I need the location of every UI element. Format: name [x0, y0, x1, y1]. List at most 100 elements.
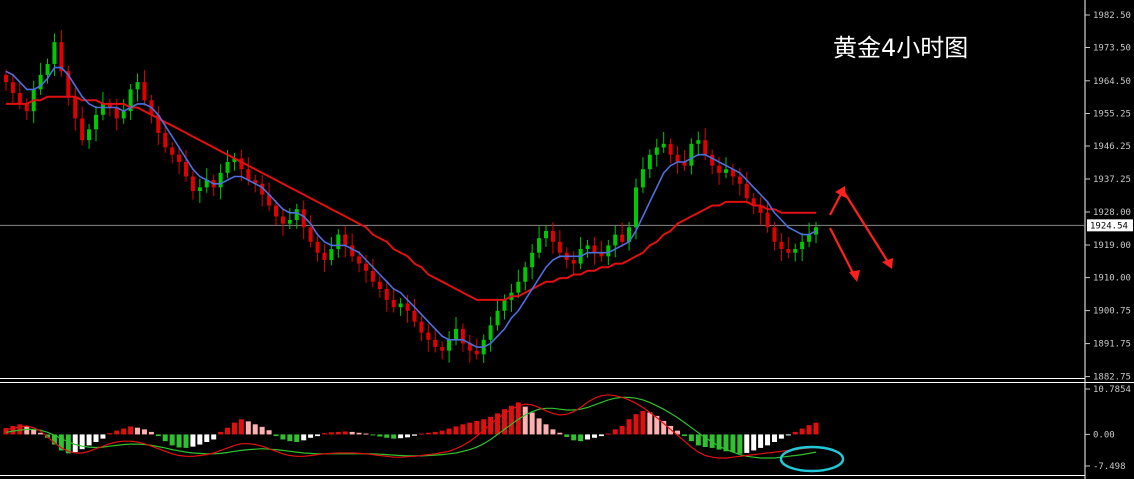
- candle-body: [121, 111, 126, 119]
- macd-histogram-bar: [723, 434, 729, 452]
- macd-histogram-bar: [702, 434, 708, 448]
- candle-body: [246, 169, 251, 181]
- macd-histogram-bar: [245, 421, 251, 435]
- candle-body: [530, 252, 535, 268]
- candle-body: [696, 140, 701, 144]
- macd-histogram-bar: [58, 434, 64, 451]
- macd-histogram-bar: [744, 434, 750, 453]
- candle-body: [405, 303, 410, 311]
- macd-histogram-bar: [751, 434, 757, 451]
- arrow-up-head: [835, 186, 846, 198]
- candle-body: [689, 143, 694, 166]
- candle-body: [592, 245, 597, 253]
- macd-histogram-bar: [799, 428, 805, 435]
- macd-histogram-bar: [467, 422, 473, 435]
- macd-histogram-bar: [238, 419, 244, 435]
- candle-body: [142, 82, 147, 101]
- price-tick-label: 1910.00: [1093, 274, 1131, 284]
- candle-body: [350, 245, 355, 257]
- macd-histogram-bar: [536, 418, 542, 435]
- macd-histogram-bar: [335, 431, 341, 435]
- candle-body: [225, 161, 230, 173]
- candle-body: [267, 194, 272, 206]
- macd-histogram-bar: [737, 434, 743, 454]
- macd-histogram-bar: [432, 431, 438, 435]
- arrow-down-leg-b: [829, 227, 855, 276]
- macd-histogram-bar: [294, 434, 300, 443]
- macd-histogram-bar: [522, 406, 528, 435]
- current-price-label: 1924.54: [1090, 221, 1128, 231]
- price-tick-label: 1973.50: [1093, 44, 1131, 54]
- macd-histogram-bar: [72, 434, 78, 453]
- candle-body: [717, 165, 722, 173]
- macd-histogram-bar: [529, 412, 535, 435]
- candle-body: [184, 161, 188, 177]
- macd-histogram-bar: [661, 420, 667, 435]
- candle-body: [100, 103, 105, 115]
- macd-histogram-bar: [612, 429, 618, 435]
- candle-body: [384, 288, 389, 300]
- macd-tick-label: -7.498: [1093, 462, 1126, 472]
- macd-tick-label: 0.00: [1093, 430, 1115, 440]
- candle-body: [4, 74, 8, 83]
- arrow-down-leg-a: [843, 191, 889, 263]
- macd-histogram-bar: [204, 434, 210, 443]
- candle-body: [474, 350, 479, 355]
- price-tick-label: 1937.25: [1093, 175, 1131, 185]
- ma-fast-line: [5, 66, 817, 348]
- candle-body: [377, 281, 382, 289]
- candle-body: [287, 220, 292, 224]
- candle-body: [544, 230, 548, 239]
- candle-body: [571, 259, 576, 264]
- macd-histogram-bar: [280, 434, 286, 440]
- macd-histogram-bar: [515, 402, 521, 435]
- candle-body: [537, 238, 542, 253]
- macd-histogram-bar: [273, 434, 279, 437]
- candle-body: [419, 321, 424, 333]
- macd-histogram-bar: [578, 434, 584, 442]
- candle-body: [135, 82, 140, 90]
- candle-body: [38, 74, 43, 90]
- macd-histogram-bar: [411, 434, 417, 436]
- candle-body: [454, 328, 458, 340]
- macd-histogram-bar: [384, 434, 390, 438]
- macd-histogram-bar: [114, 430, 120, 435]
- macd-histogram-bar: [585, 434, 591, 440]
- candle-body: [703, 140, 708, 155]
- candle-body: [585, 245, 590, 250]
- candle-body: [765, 212, 770, 228]
- macd-histogram-bar: [38, 432, 44, 435]
- macd-histogram-bar: [453, 426, 459, 435]
- macd-histogram-bar: [287, 434, 293, 442]
- candle-body: [204, 180, 209, 188]
- candle-body: [218, 172, 223, 188]
- macd-histogram-bar: [328, 432, 334, 435]
- candle-body: [599, 252, 604, 257]
- macd-histogram-bar: [785, 434, 791, 436]
- candle-body: [66, 71, 71, 97]
- macd-histogram-bar: [218, 431, 224, 435]
- candle-body: [322, 252, 327, 260]
- macd-histogram-bar: [425, 432, 431, 435]
- macd-histogram-bar: [695, 434, 701, 446]
- macd-histogram-bar: [183, 434, 189, 448]
- candle-body: [177, 154, 182, 162]
- macd-histogram-bar: [148, 431, 154, 435]
- candle-body: [433, 339, 438, 348]
- macd-histogram-bar: [675, 430, 681, 435]
- candle-body: [488, 325, 493, 340]
- macd-histogram-bar: [45, 434, 51, 438]
- macd-histogram-bar: [197, 434, 203, 445]
- candle-body: [114, 107, 119, 119]
- macd-histogram-bar: [591, 434, 597, 438]
- price-pane: 1982.50 1973.50 1964.50 1955.25 1946.25 1937.…: [0, 11, 1133, 383]
- candle-body: [329, 249, 334, 260]
- candle-body: [128, 89, 133, 112]
- macd-histogram-bar: [792, 431, 798, 435]
- candle-body: [280, 216, 285, 224]
- price-tick-label: 1982.50: [1093, 11, 1131, 21]
- candle-body: [447, 339, 452, 351]
- macd-histogram-bar: [481, 419, 487, 435]
- macd-histogram-bar: [211, 434, 217, 440]
- macd-histogram-bar: [418, 433, 424, 435]
